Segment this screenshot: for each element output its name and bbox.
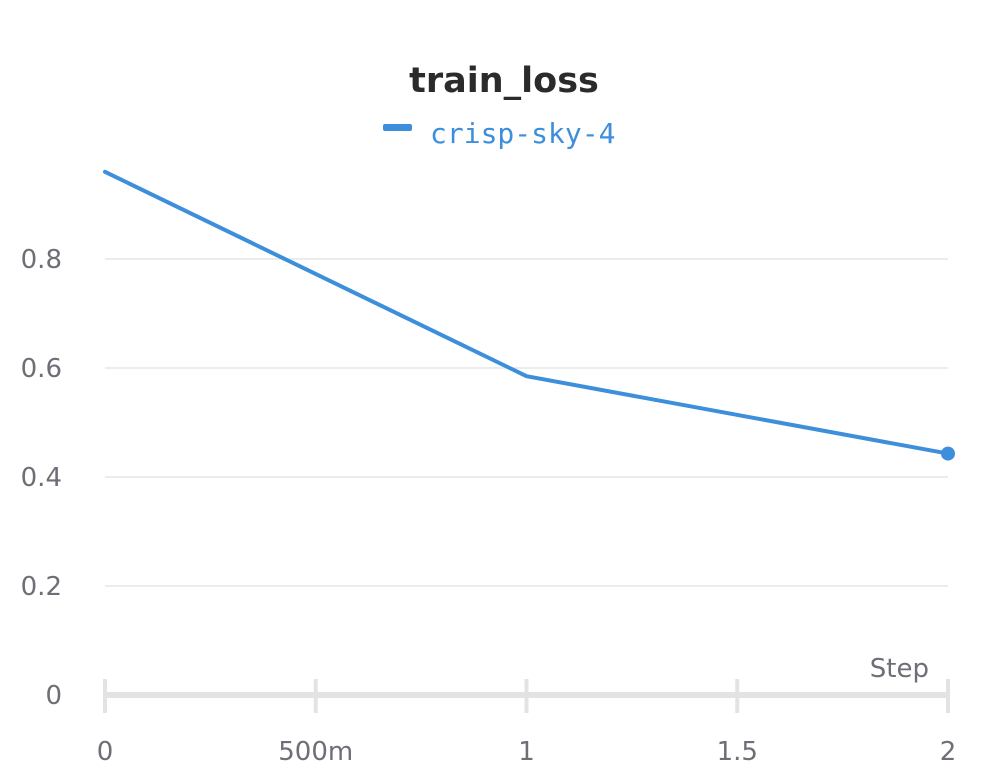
x-tick-label: 1.5 [717,737,758,767]
series-layer[interactable] [103,169,955,461]
grid-lines [105,258,948,587]
chart-title: train_loss [409,61,599,101]
y-tick-label: 0.2 [21,572,62,602]
series-endpoint-marker[interactable] [941,446,955,461]
x-tick-label: 0 [97,737,114,767]
y-tick-label: 0 [45,681,62,711]
x-axis-title: Step [870,654,929,684]
series-line[interactable] [103,169,950,456]
x-tick-label: 500m [278,737,353,767]
x-tick-label: 2 [940,737,957,767]
y-tick-label: 0.4 [21,463,62,493]
legend[interactable]: crisp-sky-4 [383,117,615,150]
x-axis-ticks: 0 500m 1 1.5 2 [97,679,957,767]
y-axis-ticks: 0 0.2 0.4 0.6 0.8 [21,245,62,711]
y-tick-label: 0.8 [21,245,62,275]
y-tick-label: 0.6 [21,354,62,384]
x-tick-label: 1 [518,737,535,767]
legend-swatch [383,124,412,131]
legend-label: crisp-sky-4 [430,117,615,150]
